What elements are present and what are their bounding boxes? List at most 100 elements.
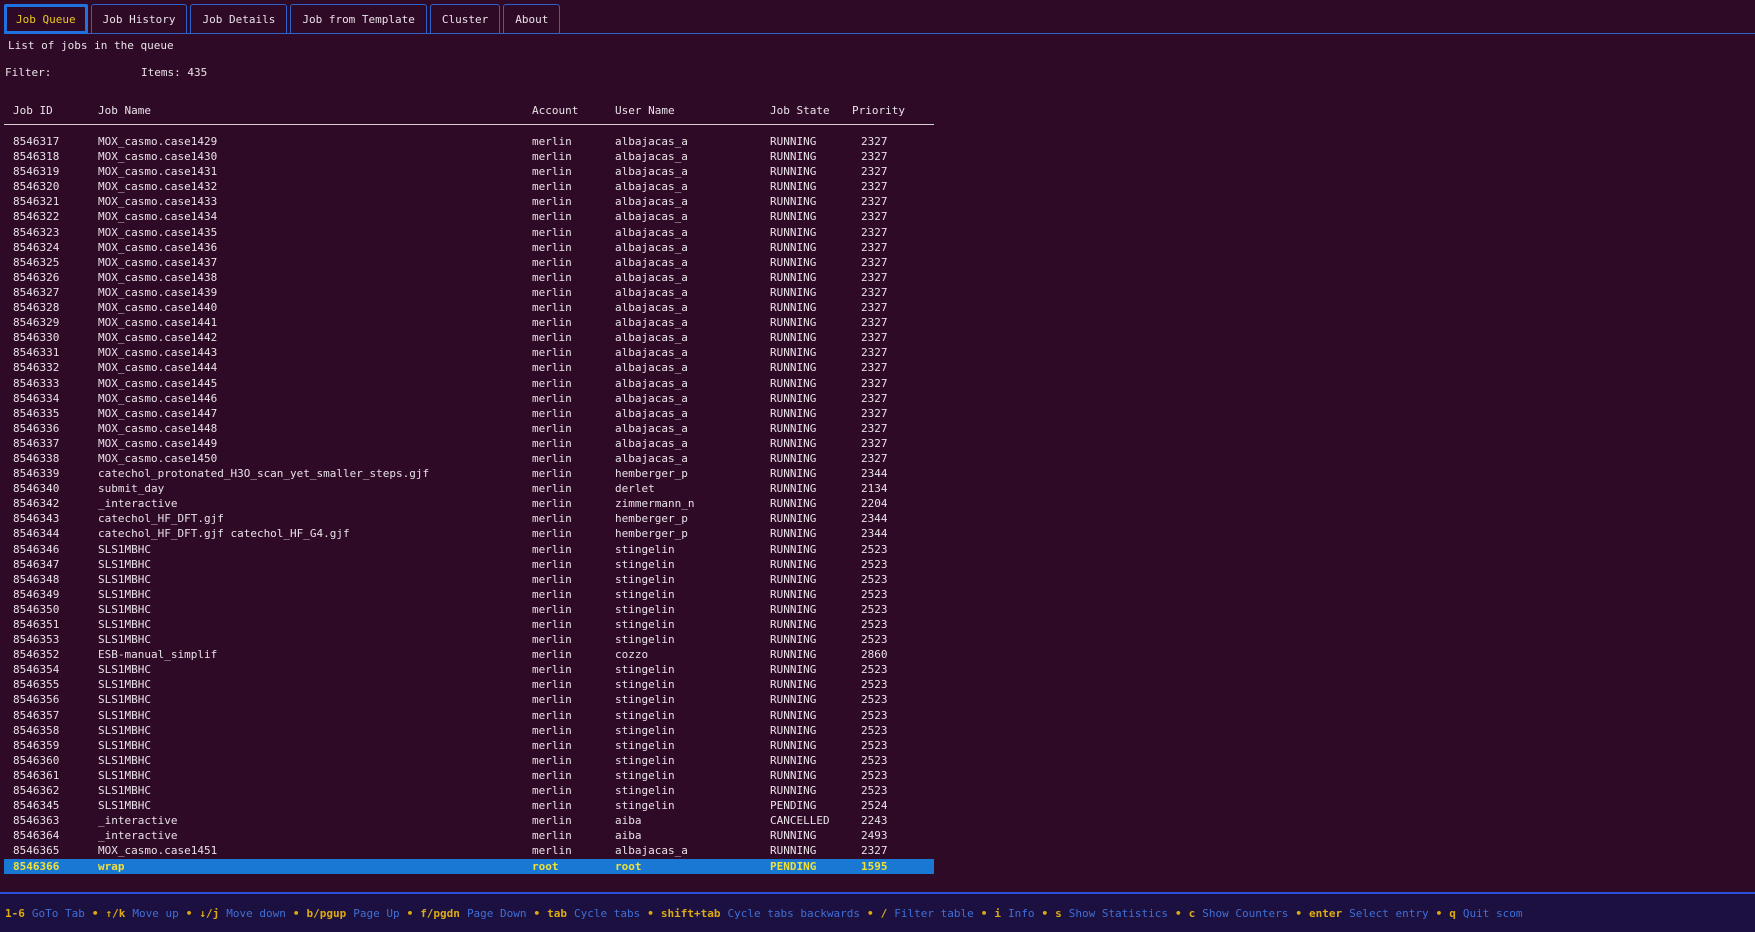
tab-about[interactable]: About bbox=[503, 4, 561, 34]
cell-priority: 2523 bbox=[861, 678, 888, 692]
cell-account: merlin bbox=[532, 301, 572, 315]
table-row[interactable]: 8546366 wrap root root PENDING 1595 bbox=[4, 858, 934, 874]
cell-user-name: albajacas_a bbox=[615, 316, 688, 330]
cell-priority: 2327 bbox=[861, 361, 888, 375]
table-row[interactable]: 8546349 SLS1MBHC merlin stingelin RUNNING 252… bbox=[4, 587, 934, 602]
table-row[interactable]: 8546346 SLS1MBHC merlin stingelin RUNNING 252… bbox=[4, 542, 934, 557]
table-row[interactable]: 8546328 MOX_casmo.case1440 merlin albajacas… bbox=[4, 300, 934, 315]
tab-job-history[interactable]: Job History bbox=[90, 4, 188, 34]
table-row[interactable]: 8546352 ESB-manual_simplif merlin cozzo RUNN… bbox=[4, 647, 934, 662]
cell-job-name: MOX_casmo.case1431 bbox=[98, 165, 218, 179]
table-row[interactable]: 8546339 catechol_protonated_H3O_scan_yet_… bbox=[4, 466, 934, 481]
table-row[interactable]: 8546317 MOX_casmo.case1429 merlin albajacas… bbox=[4, 134, 934, 149]
cell-job-id: 8546350 bbox=[13, 602, 60, 616]
cell-job-name: MOX_casmo.case1435 bbox=[98, 225, 218, 239]
table-row[interactable]: 8546319 MOX_casmo.case1431 merlin albajacas… bbox=[4, 164, 934, 179]
table-row[interactable]: 8546336 MOX_casmo.case1448 merlin albajacas… bbox=[4, 421, 934, 436]
table-row[interactable]: 8546320 MOX_casmo.case1432 merlin albajacas… bbox=[4, 179, 934, 194]
table-row[interactable]: 8546354 SLS1MBHC merlin stingelin RUNNING 252… bbox=[4, 662, 934, 677]
tab-cluster[interactable]: Cluster bbox=[429, 4, 501, 34]
cell-job-state: RUNNING bbox=[770, 225, 817, 239]
table-row[interactable]: 8546335 MOX_casmo.case1447 merlin albajacas… bbox=[4, 406, 934, 421]
keybinding-separator: • bbox=[1041, 906, 1049, 920]
table-row[interactable]: 8546323 MOX_casmo.case1435 merlin albajacas… bbox=[4, 225, 934, 240]
table-row[interactable]: 8546333 MOX_casmo.case1445 merlin albajacas… bbox=[4, 376, 934, 391]
table-row[interactable]: 8546318 MOX_casmo.case1430 merlin albajacas… bbox=[4, 149, 934, 164]
cell-job-name: submit_day bbox=[98, 482, 165, 496]
table-row[interactable]: 8546353 SLS1MBHC merlin stingelin RUNNING 252… bbox=[4, 632, 934, 647]
cell-user-name: albajacas_a bbox=[615, 421, 688, 435]
cell-priority: 2523 bbox=[861, 708, 888, 722]
table-row[interactable]: 8546342 _interactive merlin zimmermann_n RUN… bbox=[4, 496, 934, 511]
tab-job-queue[interactable]: Job Queue bbox=[4, 4, 88, 34]
cell-user-name: hemberger_p bbox=[615, 527, 688, 541]
keybinding-separator: • bbox=[647, 906, 654, 920]
cell-priority: 2243 bbox=[861, 814, 888, 828]
table-row[interactable]: 8546347 SLS1MBHC merlin stingelin RUNNING 252… bbox=[4, 557, 934, 572]
tab-job-details[interactable]: Job Details bbox=[190, 4, 288, 34]
table-row[interactable]: 8546332 MOX_casmo.case1444 merlin albajacas… bbox=[4, 360, 934, 375]
cell-account: merlin bbox=[532, 165, 572, 179]
table-row[interactable]: 8546362 SLS1MBHC merlin stingelin RUNNING 252… bbox=[4, 783, 934, 798]
table-row[interactable]: 8546358 SLS1MBHC merlin stingelin RUNNING 252… bbox=[4, 723, 934, 738]
cell-job-id: 8546324 bbox=[13, 240, 60, 254]
table-row[interactable]: 8546325 MOX_casmo.case1437 merlin albajacas… bbox=[4, 255, 934, 270]
table-row[interactable]: 8546359 SLS1MBHC merlin stingelin RUNNING 252… bbox=[4, 738, 934, 753]
table-row[interactable]: 8546337 MOX_casmo.case1449 merlin albajacas… bbox=[4, 436, 934, 451]
table-row[interactable]: 8546324 MOX_casmo.case1436 merlin albajacas… bbox=[4, 240, 934, 255]
table-row[interactable]: 8546363 _interactive merlin aiba CANCELLED 22… bbox=[4, 813, 934, 828]
table-row[interactable]: 8546330 MOX_casmo.case1442 merlin albajacas… bbox=[4, 330, 934, 345]
cell-user-name: stingelin bbox=[615, 738, 675, 752]
table-row[interactable]: 8546356 SLS1MBHC merlin stingelin RUNNING 252… bbox=[4, 692, 934, 707]
cell-job-id: 8546352 bbox=[13, 648, 60, 662]
cell-job-id: 8546322 bbox=[13, 210, 60, 224]
key-description: Select entry bbox=[1349, 906, 1429, 920]
table-row[interactable]: 8546355 SLS1MBHC merlin stingelin RUNNING 252… bbox=[4, 677, 934, 692]
table-row[interactable]: 8546365 MOX_casmo.case1451 merlin albajacas… bbox=[4, 843, 934, 858]
table-row[interactable]: 8546343 catechol_HF_DFT.gjf merlin hemberge… bbox=[4, 511, 934, 526]
cell-account: merlin bbox=[532, 618, 572, 631]
cell-account: merlin bbox=[532, 799, 572, 813]
filter-input[interactable] bbox=[62, 66, 132, 80]
table-row[interactable]: 8546326 MOX_casmo.case1438 merlin albajacas… bbox=[4, 270, 934, 285]
cell-job-id: 8546358 bbox=[13, 723, 60, 737]
table-row[interactable]: 8546350 SLS1MBHC merlin stingelin RUNNING 252… bbox=[4, 602, 934, 617]
cell-user-name: albajacas_a bbox=[615, 451, 688, 465]
cell-job-state: RUNNING bbox=[770, 436, 817, 450]
cell-job-id: 8546335 bbox=[13, 406, 60, 420]
table-row[interactable]: 8546322 MOX_casmo.case1434 merlin albajacas… bbox=[4, 209, 934, 224]
table-row[interactable]: 8546321 MOX_casmo.case1433 merlin albajacas… bbox=[4, 194, 934, 209]
table-row[interactable]: 8546338 MOX_casmo.case1450 merlin albajacas… bbox=[4, 451, 934, 466]
table-row[interactable]: 8546334 MOX_casmo.case1446 merlin albajacas… bbox=[4, 391, 934, 406]
cell-user-name: stingelin bbox=[615, 693, 675, 707]
cell-user-name: albajacas_a bbox=[615, 255, 688, 269]
table-row[interactable]: 8546360 SLS1MBHC merlin stingelin RUNNING 252… bbox=[4, 753, 934, 768]
table-row[interactable]: 8546344 catechol_HF_DFT.gjf catechol_HF_G… bbox=[4, 526, 934, 541]
tab-job-from-template[interactable]: Job from Template bbox=[290, 4, 427, 34]
cell-account: merlin bbox=[532, 829, 572, 843]
cell-job-name: wrap bbox=[98, 859, 125, 873]
table-row[interactable]: 8546364 _interactive merlin aiba RUNNING 2493 bbox=[4, 828, 934, 843]
cell-account: merlin bbox=[532, 648, 572, 662]
table-row[interactable]: 8546351 SLS1MBHC merlin stingelin RUNNING 252… bbox=[4, 617, 934, 632]
cell-job-state: RUNNING bbox=[770, 723, 817, 737]
table-row[interactable]: 8546357 SLS1MBHC merlin stingelin RUNNING 252… bbox=[4, 708, 934, 723]
table-row[interactable]: 8546327 MOX_casmo.case1439 merlin albajacas… bbox=[4, 285, 934, 300]
cell-job-name: MOX_casmo.case1445 bbox=[98, 376, 218, 390]
table-row[interactable]: 8546329 MOX_casmo.case1441 merlin albajacas… bbox=[4, 315, 934, 330]
table-row[interactable]: 8546345 SLS1MBHC merlin stingelin PENDING 252… bbox=[4, 798, 934, 813]
cell-user-name: stingelin bbox=[615, 618, 675, 631]
table-row[interactable]: 8546348 SLS1MBHC merlin stingelin RUNNING 252… bbox=[4, 572, 934, 587]
table-row[interactable]: 8546340 submit_day merlin derlet RUNNING 2134 bbox=[4, 481, 934, 496]
cell-job-id: 8546325 bbox=[13, 255, 60, 269]
table-row[interactable]: 8546331 MOX_casmo.case1443 merlin albajacas… bbox=[4, 345, 934, 360]
table-row[interactable]: 8546361 SLS1MBHC merlin stingelin RUNNING 252… bbox=[4, 768, 934, 783]
cell-job-state: RUNNING bbox=[770, 708, 817, 722]
cell-job-state: PENDING bbox=[770, 799, 817, 813]
cell-user-name: albajacas_a bbox=[615, 210, 688, 224]
cell-job-id: 8546323 bbox=[13, 225, 60, 239]
column-header-account: Account bbox=[532, 104, 579, 117]
cell-job-state: RUNNING bbox=[770, 361, 817, 375]
cell-job-name: MOX_casmo.case1448 bbox=[98, 421, 218, 435]
keybinding-cycle-tabs-backwards: shift+tab Cycle tabs backwards bbox=[661, 907, 860, 920]
